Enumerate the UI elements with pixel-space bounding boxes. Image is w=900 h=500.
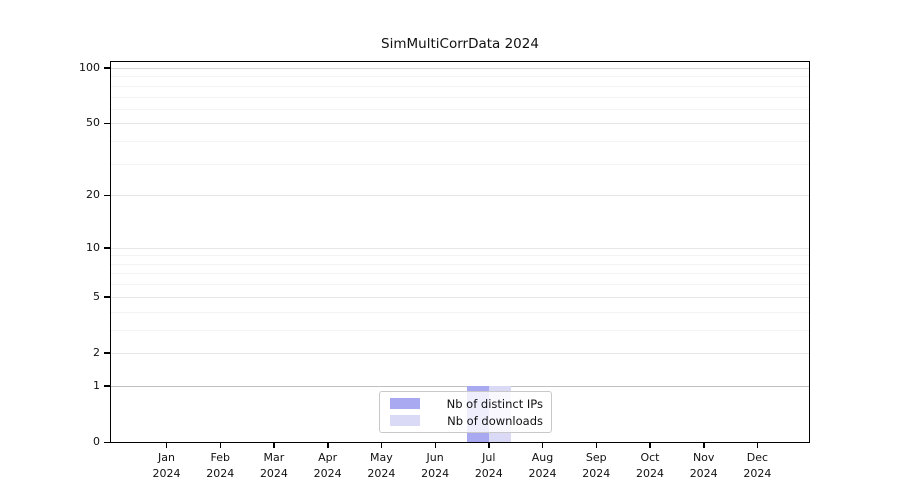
y-tick-label-20: 20 [86, 188, 100, 202]
x-tick-mark-feb-2024 [219, 443, 222, 448]
x-tick-mark-apr-2024 [327, 443, 329, 448]
x-tick-mark-mar-2024 [273, 443, 275, 448]
x-tick-mark-dec-2024 [756, 443, 759, 448]
chart-title: SimMultiCorrData 2024 [381, 36, 539, 52]
x-tick-mark-oct-2024 [649, 443, 651, 448]
x-tick-mark-jul-2024 [488, 443, 490, 448]
minor-gridline-7 [110, 273, 810, 275]
major-gridline-10 [110, 247, 810, 249]
minor-gridline-90 [110, 76, 810, 78]
minor-gridline-80 [110, 85, 810, 87]
legend-swatch-distinct-ips [390, 398, 420, 409]
x-tick-mark-aug-2024 [542, 443, 544, 448]
legend-row-distinct-ips: Nb of distinct IPs [388, 397, 543, 411]
y-tick-label-0: 0 [93, 435, 100, 448]
y-tick-mark-50 [104, 122, 110, 125]
y-tick-mark-1 [104, 385, 110, 387]
minor-gridline-3 [110, 329, 810, 331]
x-tick-label-jul-2024: Jul 2024 [474, 451, 503, 480]
x-tick-label-jun-2024: Jun 2024 [421, 451, 450, 480]
minor-gridline-9 [110, 255, 810, 257]
x-tick-mark-may-2024 [380, 443, 383, 448]
y-tick-label-10: 10 [86, 240, 100, 254]
y-tick-mark-100 [104, 67, 110, 69]
x-tick-mark-nov-2024 [703, 443, 705, 448]
x-tick-label-oct-2024: Oct 2024 [635, 451, 664, 480]
x-tick-label-feb-2024: Feb 2024 [206, 451, 235, 480]
y-tick-mark-20 [104, 194, 110, 197]
legend-label-distinct-ips: Nb of distinct IPs [446, 396, 543, 411]
major-gridline-50 [110, 123, 810, 125]
legend-swatch-downloads [390, 415, 420, 426]
x-tick-label-dec-2024: Dec 2024 [743, 451, 772, 480]
y-tick-label-100: 100 [79, 60, 100, 74]
y-tick-mark-10 [104, 247, 110, 249]
y-tick-label-2: 2 [93, 345, 100, 359]
plot-area: Nb of distinct IPs Nb of downloads [110, 61, 810, 443]
minor-gridline-6 [110, 284, 810, 286]
x-tick-label-sep-2024: Sep 2024 [582, 451, 611, 480]
x-tick-label-apr-2024: Apr 2024 [313, 451, 342, 480]
legend-row-downloads: Nb of downloads [388, 414, 543, 428]
y-tick-label-50: 50 [86, 116, 100, 130]
x-tick-label-nov-2024: Nov 2024 [689, 451, 718, 480]
x-tick-label-jan-2024: Jan 2024 [152, 451, 181, 480]
minor-gridline-40 [110, 141, 810, 143]
minor-gridline-70 [110, 96, 810, 98]
x-tick-label-may-2024: May 2024 [367, 451, 396, 480]
major-gridline-1 [110, 385, 810, 387]
y-tick-label-1: 1 [93, 378, 100, 392]
minor-gridline-30 [110, 163, 810, 165]
major-gridline-20 [110, 195, 810, 197]
y-tick-mark-2 [104, 352, 110, 354]
major-gridline-100 [110, 67, 810, 69]
legend-label-downloads: Nb of downloads [447, 413, 543, 428]
x-tick-label-mar-2024: Mar 2024 [259, 451, 288, 480]
major-gridline-5 [110, 296, 810, 298]
x-tick-mark-jun-2024 [434, 443, 436, 448]
minor-gridline-8 [110, 263, 810, 265]
x-tick-label-aug-2024: Aug 2024 [528, 451, 557, 480]
x-tick-mark-jan-2024 [166, 443, 168, 448]
major-gridline-2 [110, 352, 810, 354]
minor-gridline-4 [110, 311, 810, 313]
legend: Nb of distinct IPs Nb of downloads [379, 391, 552, 433]
y-tick-mark-0 [104, 441, 110, 443]
x-tick-mark-sep-2024 [595, 443, 598, 448]
y-tick-mark-5 [104, 296, 110, 298]
y-tick-label-5: 5 [93, 289, 100, 303]
minor-gridline-60 [110, 108, 810, 110]
